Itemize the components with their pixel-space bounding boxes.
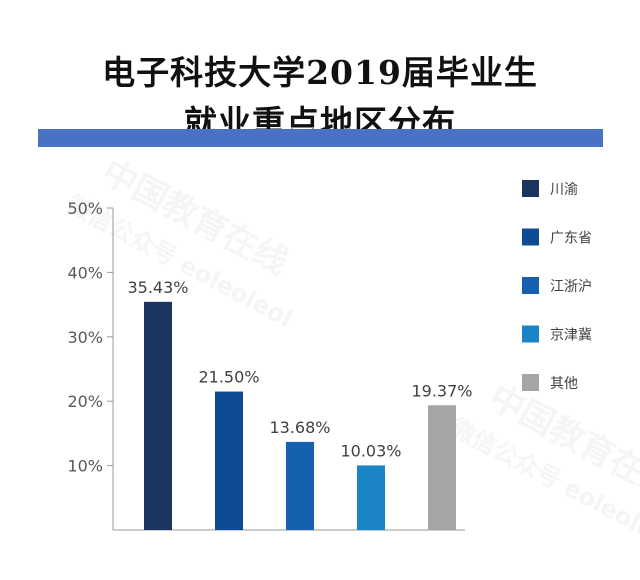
bar-value-label: 13.68% (269, 418, 330, 437)
y-ticks: 10% 20% 30% 40% 50% (67, 199, 113, 476)
bar-value-labels: 35.43% 21.50% 13.68% 10.03% 19.37% (127, 278, 472, 461)
bar-value-label: 19.37% (411, 381, 472, 400)
bar (215, 391, 243, 530)
y-tick-label: 10% (67, 457, 103, 476)
bar-value-label: 21.50% (198, 368, 259, 387)
bar (428, 405, 456, 530)
legend-label: 川渝 (550, 182, 578, 198)
legend-swatch (522, 277, 539, 294)
y-tick-label: 50% (67, 199, 103, 218)
legend-swatch (522, 180, 539, 197)
legend-label: 京津冀 (550, 328, 592, 344)
legend-swatch (522, 374, 539, 391)
bar-value-label: 10.03% (340, 441, 401, 460)
legend-swatch (522, 325, 539, 343)
legend-label: 其他 (550, 376, 578, 392)
legend-label: 广东省 (550, 231, 592, 247)
bars (144, 301, 456, 530)
y-tick-label: 30% (67, 328, 103, 347)
y-tick-label: 40% (67, 263, 103, 282)
legend-label: 江浙沪 (550, 279, 592, 295)
bar (357, 465, 385, 530)
title-line-1: 电子科技大学2019届毕业生 (102, 53, 538, 92)
bar-value-label: 35.43% (127, 278, 188, 297)
legend-swatch (522, 228, 539, 246)
bar (144, 301, 172, 530)
y-tick-label: 20% (67, 392, 103, 411)
chart-title: 电子科技大学2019届毕业生 就业重点地区分布 (0, 48, 640, 148)
title-underline-band (38, 129, 603, 147)
bar (286, 441, 314, 530)
